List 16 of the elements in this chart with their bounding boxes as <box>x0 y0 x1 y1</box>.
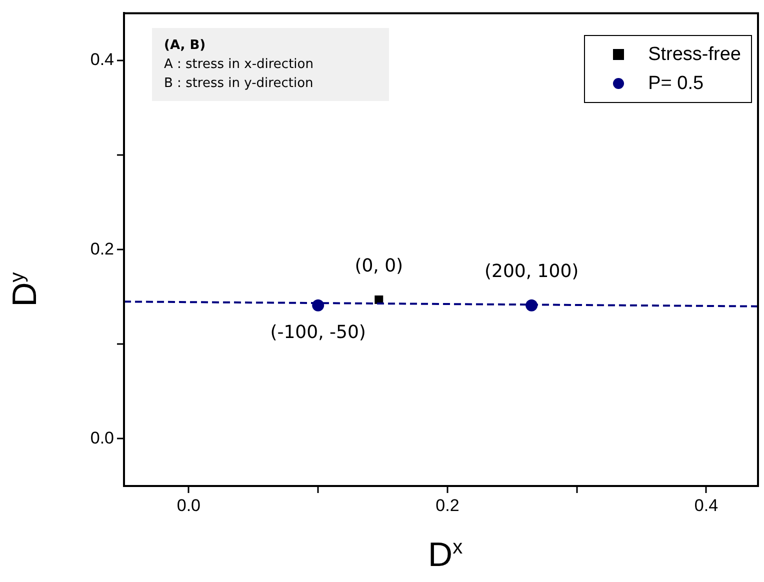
legend-label: P= 0.5 <box>648 72 704 94</box>
annotation: A : stress in x-direction <box>164 56 314 74</box>
annotation: (A, B) <box>164 37 207 55</box>
note-box: (A, B) A : stress in x-direction B : stress in y-direction <box>152 28 389 101</box>
annotation: B : stress in y-direction <box>164 75 314 93</box>
y-tick-label: 0.0 <box>90 428 114 448</box>
x-tick-label: 0.2 <box>436 496 460 515</box>
x-tick-label: 0.0 <box>176 496 201 515</box>
annotation: (-100, -50) <box>270 322 366 344</box>
y-tick-label: 0.4 <box>90 50 114 70</box>
x-axis-title: D$^{x}$ <box>428 536 463 575</box>
x-tick-label: 0.4 <box>694 496 718 515</box>
annotation: (200, 100) <box>484 261 579 282</box>
legend-label: Stress-free <box>648 44 741 66</box>
y-tick-label: 0.2 <box>90 239 114 258</box>
annotation: (0, 0) <box>354 255 404 276</box>
